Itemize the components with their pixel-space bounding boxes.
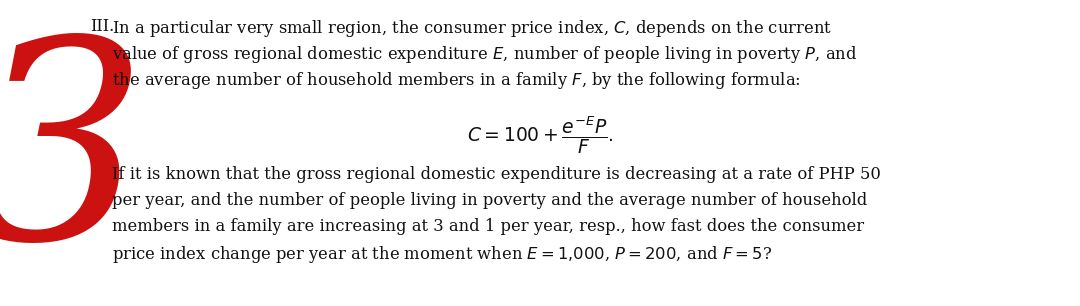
Text: III.: III. <box>90 18 114 35</box>
Text: If it is known that the gross regional domestic expenditure is decreasing at a r: If it is known that the gross regional d… <box>112 166 881 183</box>
Text: members in a family are increasing at 3 and 1 per year, resp., how fast does the: members in a family are increasing at 3 … <box>112 218 864 235</box>
Text: price index change per year at the moment when $E = 1{,}000$, $P = 200$, and $F : price index change per year at the momen… <box>112 244 772 265</box>
Text: In a particular very small region, the consumer price index, $C$, depends on the: In a particular very small region, the c… <box>112 18 832 39</box>
Text: the average number of household members in a family $F$, by the following formul: the average number of household members … <box>112 70 801 91</box>
Text: per year, and the number of people living in poverty and the average number of h: per year, and the number of people livin… <box>112 192 867 209</box>
Text: $C = 100 + \dfrac{e^{-E}P}{F}.$: $C = 100 + \dfrac{e^{-E}P}{F}.$ <box>467 114 613 155</box>
Text: 3: 3 <box>0 28 148 297</box>
Text: value of gross regional domestic expenditure $E$, number of people living in pov: value of gross regional domestic expendi… <box>112 44 858 65</box>
